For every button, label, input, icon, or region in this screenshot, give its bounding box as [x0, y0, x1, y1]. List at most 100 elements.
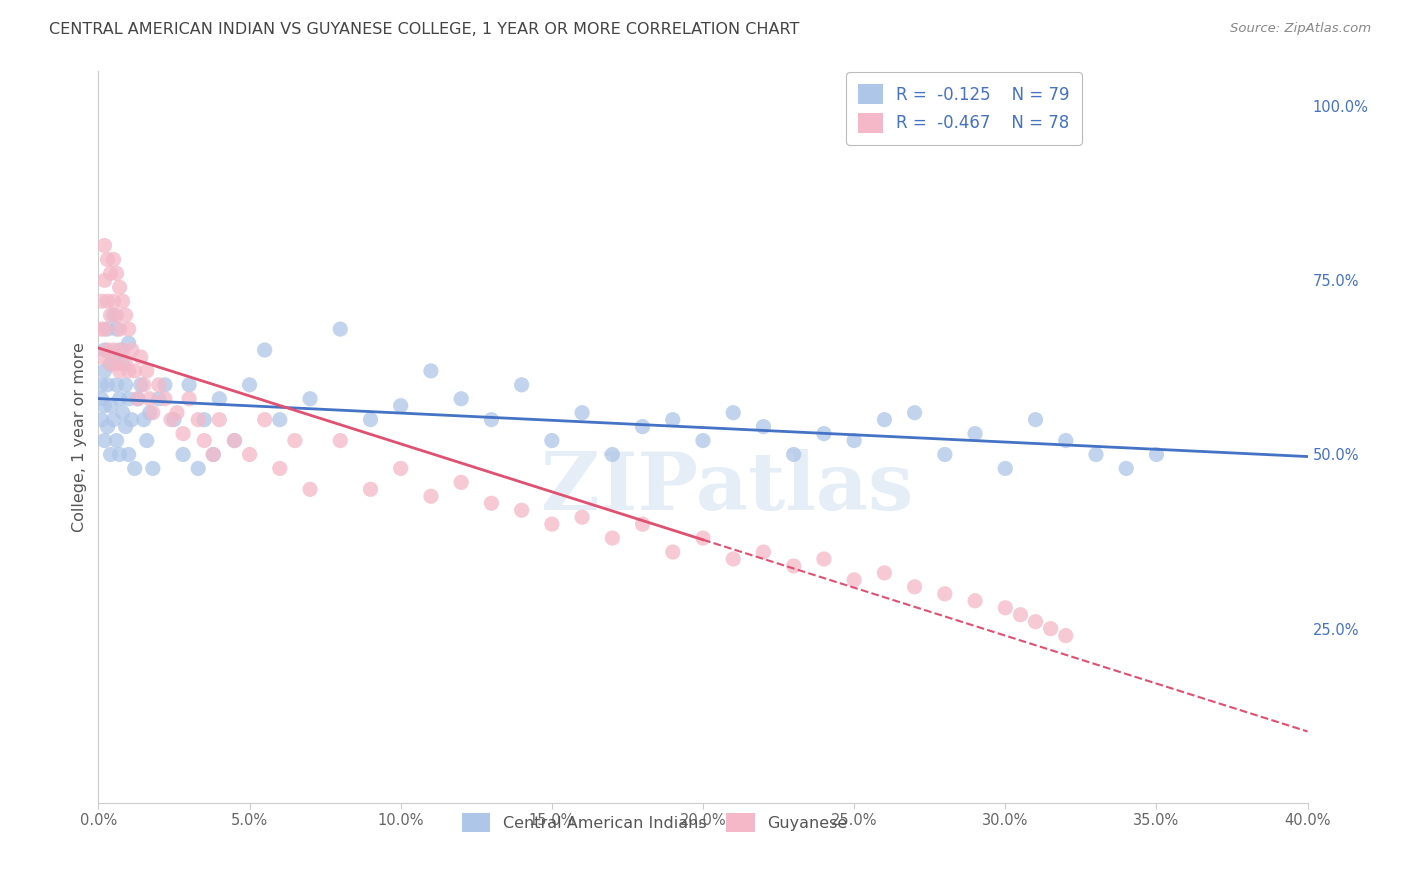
- Point: [661, 545, 683, 559]
- Point: [1010, 607, 1032, 622]
- Point: [934, 587, 956, 601]
- Point: [127, 392, 149, 406]
- Point: [904, 406, 927, 420]
- Point: [420, 364, 443, 378]
- Point: [723, 552, 745, 566]
- Point: [813, 552, 835, 566]
- Point: [105, 322, 128, 336]
- Point: [142, 461, 165, 475]
- Point: [148, 392, 170, 406]
- Point: [103, 308, 125, 322]
- Point: [389, 461, 412, 475]
- Point: [481, 412, 503, 426]
- Point: [571, 406, 593, 420]
- Text: CENTRAL AMERICAN INDIAN VS GUYANESE COLLEGE, 1 YEAR OR MORE CORRELATION CHART: CENTRAL AMERICAN INDIAN VS GUYANESE COLL…: [49, 22, 800, 37]
- Point: [139, 392, 162, 406]
- Point: [1144, 448, 1167, 462]
- Point: [571, 510, 593, 524]
- Text: ZIPatlas: ZIPatlas: [541, 450, 914, 527]
- Point: [299, 392, 322, 406]
- Point: [723, 406, 745, 420]
- Point: [934, 448, 956, 462]
- Point: [253, 412, 276, 426]
- Point: [752, 419, 775, 434]
- Point: [100, 266, 122, 280]
- Point: [93, 322, 115, 336]
- Point: [93, 399, 115, 413]
- Point: [108, 392, 131, 406]
- Point: [90, 392, 112, 406]
- Y-axis label: College, 1 year or more: College, 1 year or more: [72, 343, 87, 532]
- Point: [96, 343, 118, 357]
- Point: [108, 322, 131, 336]
- Point: [602, 448, 624, 462]
- Point: [510, 503, 533, 517]
- Point: [114, 308, 136, 322]
- Point: [1039, 622, 1062, 636]
- Point: [253, 343, 276, 357]
- Point: [163, 412, 186, 426]
- Point: [783, 558, 806, 573]
- Point: [360, 483, 382, 497]
- Point: [193, 412, 215, 426]
- Point: [284, 434, 307, 448]
- Point: [481, 496, 503, 510]
- Point: [105, 357, 128, 371]
- Point: [329, 434, 352, 448]
- Point: [510, 377, 533, 392]
- Point: [121, 343, 143, 357]
- Point: [631, 517, 654, 532]
- Point: [1085, 448, 1108, 462]
- Point: [692, 434, 714, 448]
- Point: [93, 434, 115, 448]
- Point: [224, 434, 246, 448]
- Point: [752, 545, 775, 559]
- Point: [873, 566, 896, 580]
- Point: [965, 426, 987, 441]
- Point: [105, 434, 128, 448]
- Point: [111, 294, 134, 309]
- Point: [139, 406, 162, 420]
- Point: [96, 294, 118, 309]
- Point: [93, 238, 115, 252]
- Point: [602, 531, 624, 545]
- Text: Source: ZipAtlas.com: Source: ZipAtlas.com: [1230, 22, 1371, 36]
- Point: [224, 434, 246, 448]
- Point: [103, 343, 125, 357]
- Point: [420, 489, 443, 503]
- Point: [114, 377, 136, 392]
- Point: [172, 448, 194, 462]
- Point: [96, 252, 118, 267]
- Point: [90, 350, 112, 364]
- Point: [105, 377, 128, 392]
- Point: [105, 266, 128, 280]
- Point: [450, 475, 472, 490]
- Point: [269, 461, 291, 475]
- Point: [100, 357, 122, 371]
- Point: [100, 308, 122, 322]
- Point: [187, 412, 209, 426]
- Point: [127, 392, 149, 406]
- Point: [994, 600, 1017, 615]
- Point: [239, 448, 262, 462]
- Point: [103, 350, 125, 364]
- Point: [108, 448, 131, 462]
- Point: [129, 377, 152, 392]
- Point: [160, 412, 183, 426]
- Point: [153, 392, 176, 406]
- Point: [1054, 629, 1077, 643]
- Point: [124, 461, 146, 475]
- Point: [118, 322, 141, 336]
- Point: [118, 448, 141, 462]
- Point: [269, 412, 291, 426]
- Point: [103, 412, 125, 426]
- Point: [90, 322, 112, 336]
- Point: [108, 364, 131, 378]
- Point: [1024, 615, 1046, 629]
- Point: [148, 377, 170, 392]
- Point: [103, 252, 125, 267]
- Point: [1054, 434, 1077, 448]
- Point: [202, 448, 225, 462]
- Point: [1024, 412, 1046, 426]
- Point: [93, 364, 115, 378]
